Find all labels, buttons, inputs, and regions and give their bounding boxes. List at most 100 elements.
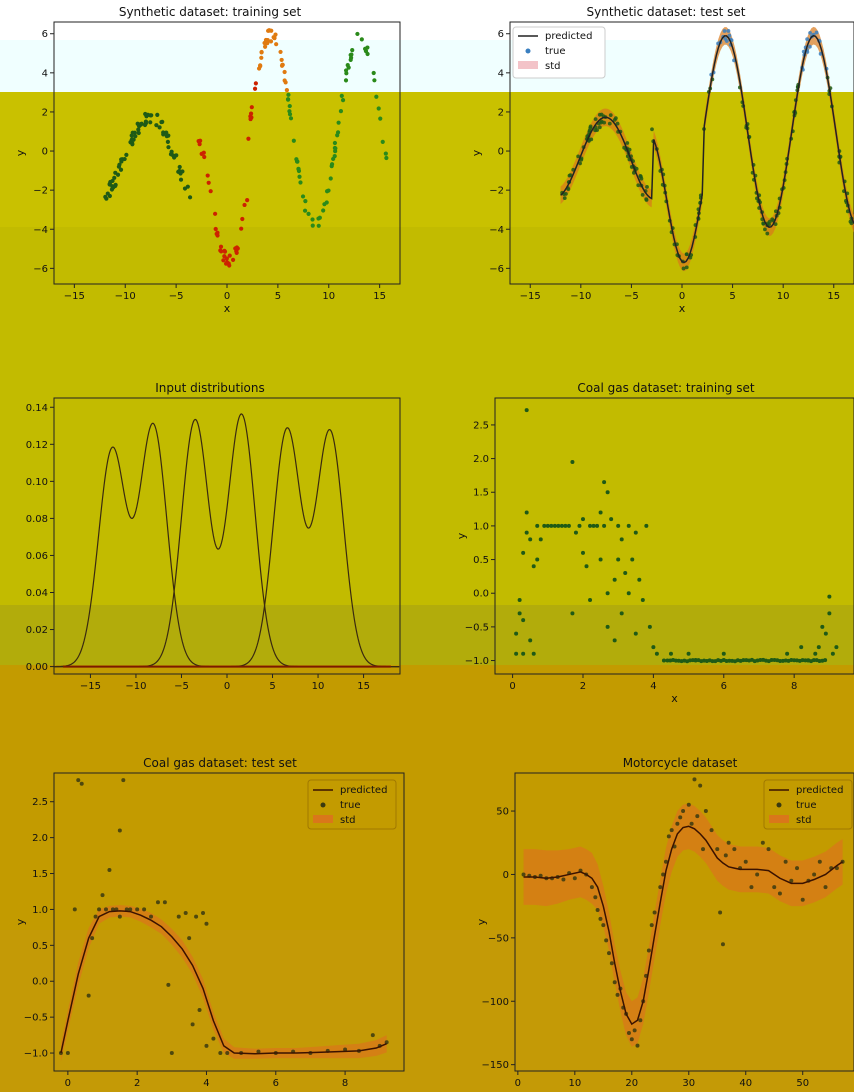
panel-coal-test: Coal gas dataset: test set 0 2 4 6 8 −1.0 −0.5… — [14, 756, 405, 1092]
data-point — [811, 658, 816, 663]
data-point — [633, 530, 638, 535]
true-point — [812, 872, 817, 877]
data-point — [785, 651, 790, 656]
true-point — [723, 853, 728, 858]
y-axis-label: y — [475, 918, 488, 925]
x-tick-label: −5 — [169, 291, 184, 302]
data-point — [605, 591, 610, 596]
true-point — [645, 184, 649, 189]
data-point — [242, 202, 247, 208]
true-point — [187, 936, 192, 941]
true-point — [135, 907, 140, 912]
data-point — [316, 223, 321, 228]
data-point — [580, 517, 585, 522]
legend-std-swatch — [313, 815, 333, 823]
chart-title: Motorcycle dataset — [623, 756, 738, 770]
legend-std: std — [796, 815, 811, 826]
y-tick-label: 0.00 — [26, 662, 48, 673]
y-tick-label: 0.08 — [26, 514, 48, 525]
data-point — [248, 111, 254, 116]
true-point — [770, 217, 775, 222]
true-point — [646, 948, 651, 953]
data-point — [552, 523, 557, 528]
true-point — [773, 222, 778, 227]
data-point — [640, 597, 645, 602]
data-point — [588, 597, 593, 602]
x-tick-label: 30 — [682, 1078, 695, 1089]
data-point — [517, 611, 522, 616]
data-point — [521, 618, 526, 623]
prediction-line — [560, 34, 854, 264]
data-point — [124, 152, 129, 157]
x-tick-label: 15 — [373, 291, 386, 302]
true-point — [766, 847, 771, 852]
data-point — [112, 175, 117, 180]
data-point — [143, 111, 148, 117]
data-point — [113, 183, 118, 189]
true-point — [607, 121, 612, 126]
true-point — [627, 147, 632, 152]
x-tick-label: 6 — [721, 681, 727, 692]
data-point — [559, 523, 564, 528]
band-amber — [0, 665, 854, 930]
data-point — [235, 246, 240, 251]
data-point — [178, 177, 184, 182]
true-point — [562, 196, 567, 201]
data-point — [135, 121, 140, 126]
data-point — [161, 130, 166, 135]
y-tick-label: 0 — [503, 870, 509, 881]
panel-synthetic-test: Synthetic dataset: test set −15 −10 −5 0 5 10… — [470, 5, 854, 315]
data-point — [721, 651, 726, 656]
true-point — [100, 893, 105, 898]
data-point — [619, 611, 624, 616]
x-tick-label: 4 — [203, 1078, 209, 1089]
true-point — [795, 866, 800, 871]
band-amber-2 — [0, 930, 854, 1092]
data-point — [180, 169, 185, 174]
x-tick-label: 6 — [273, 1078, 279, 1089]
true-point — [609, 961, 614, 966]
data-point — [626, 591, 631, 596]
data-point — [803, 658, 808, 663]
true-point — [807, 44, 812, 49]
x-axis-label: x — [671, 692, 678, 705]
true-point — [684, 265, 689, 270]
true-point — [631, 170, 636, 175]
true-point — [644, 197, 649, 201]
true-point — [629, 1037, 634, 1042]
data-point — [616, 557, 621, 562]
data-point — [136, 127, 141, 132]
data-point — [218, 244, 224, 249]
data-point — [169, 149, 174, 154]
y-tick-label: 6 — [498, 29, 504, 40]
true-point — [162, 900, 167, 905]
data-point — [227, 263, 232, 268]
data-point — [218, 248, 223, 253]
data-point — [371, 70, 376, 76]
y-tick-label: 6 — [42, 29, 48, 40]
true-point — [566, 187, 571, 192]
data-point — [154, 123, 159, 128]
y-tick-label: −2 — [489, 186, 504, 197]
data-point — [693, 657, 698, 662]
data-point — [234, 250, 239, 256]
true-point — [615, 121, 620, 126]
data-point — [259, 55, 264, 60]
true-point — [572, 876, 577, 881]
data-point — [300, 194, 306, 199]
x-tick-label: 15 — [357, 681, 370, 692]
data-point — [355, 31, 360, 37]
x-tick-label: 0 — [65, 1078, 71, 1089]
true-point — [65, 1051, 70, 1056]
true-point — [727, 33, 732, 38]
data-point — [303, 199, 308, 204]
x-tick-label: 0 — [224, 681, 230, 692]
data-point — [374, 94, 379, 99]
data-point — [769, 658, 774, 663]
true-point — [201, 911, 206, 916]
data-point — [155, 112, 160, 117]
x-axis-label: x — [226, 1089, 233, 1092]
true-point — [800, 897, 805, 902]
y-tick-label: −1.0 — [24, 1049, 48, 1060]
true-point — [194, 914, 199, 919]
